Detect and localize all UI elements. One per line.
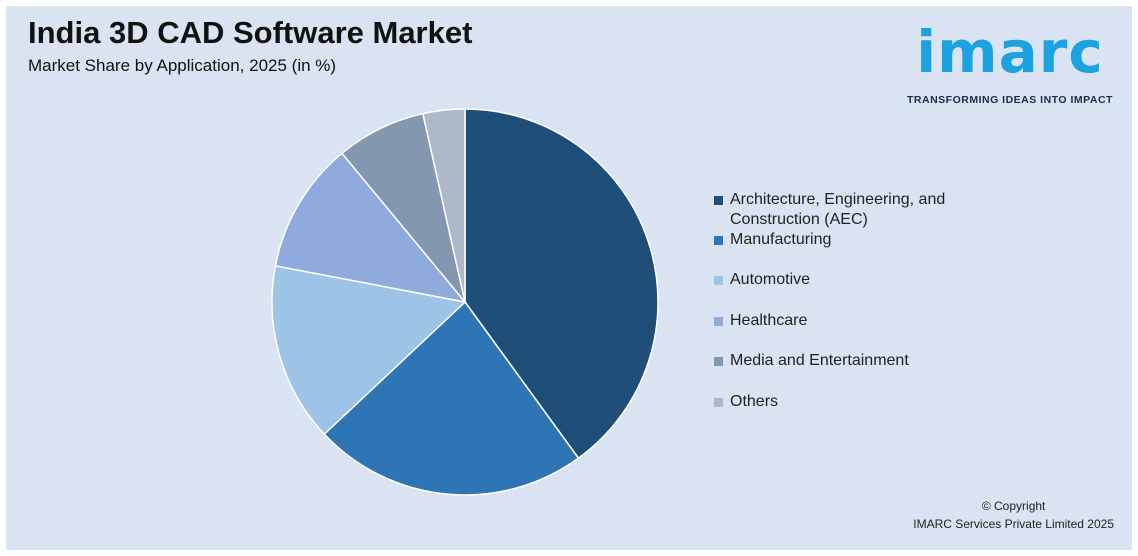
legend-swatch xyxy=(714,357,723,366)
legend-label: Manufacturing xyxy=(730,230,1000,250)
legend-swatch xyxy=(714,276,723,285)
pie-slice-automotive xyxy=(271,264,467,436)
pie-slice-others xyxy=(422,108,466,303)
legend-label: Healthcare xyxy=(730,311,1000,331)
pie-slices xyxy=(271,108,659,496)
legend-label: Media and Entertainment xyxy=(730,351,1000,371)
legend-swatch xyxy=(714,398,723,407)
legend-label-line: Healthcare xyxy=(730,312,808,329)
copyright-line-2: IMARC Services Private Limited 2025 xyxy=(913,517,1114,531)
legend-label: Automotive xyxy=(730,270,1000,290)
pie-slice-healthcare xyxy=(274,152,467,304)
legend-label-line: Others xyxy=(730,393,779,410)
legend-swatch xyxy=(714,196,723,205)
legend-label-line: Architecture, Engineering, and xyxy=(730,191,946,208)
legend-label-line: Media and Entertainment xyxy=(730,352,909,369)
legend-swatch xyxy=(714,236,723,245)
pie-slice-manufacturing xyxy=(323,300,580,496)
legend-label: Architecture, Engineering, and Constructi… xyxy=(730,190,1000,230)
logo-tagline: TRANSFORMING IDEAS INTO IMPACT xyxy=(907,94,1113,106)
logo-wordmark: imarc xyxy=(916,18,1104,86)
legend-swatch xyxy=(714,317,723,326)
copyright: © Copyright IMARC Services Private Limit… xyxy=(913,497,1114,533)
legend-label-line: Automotive xyxy=(730,271,811,288)
copyright-line-1: © Copyright xyxy=(981,499,1046,513)
chart-title: India 3D CAD Software Market xyxy=(28,15,473,50)
chart-subtitle: Market Share by Application, 2025 (in %) xyxy=(28,56,337,75)
pie-slice-architecture-engineering-and-construction-aec xyxy=(464,108,659,460)
imarc-logo: imarc TRANSFORMING IDEAS INTO IMPACT xyxy=(900,12,1120,112)
legend-label: Others xyxy=(730,392,1000,412)
legend-label-line: Construction (AEC) xyxy=(730,211,868,228)
legend-label-line: Manufacturing xyxy=(730,231,832,248)
